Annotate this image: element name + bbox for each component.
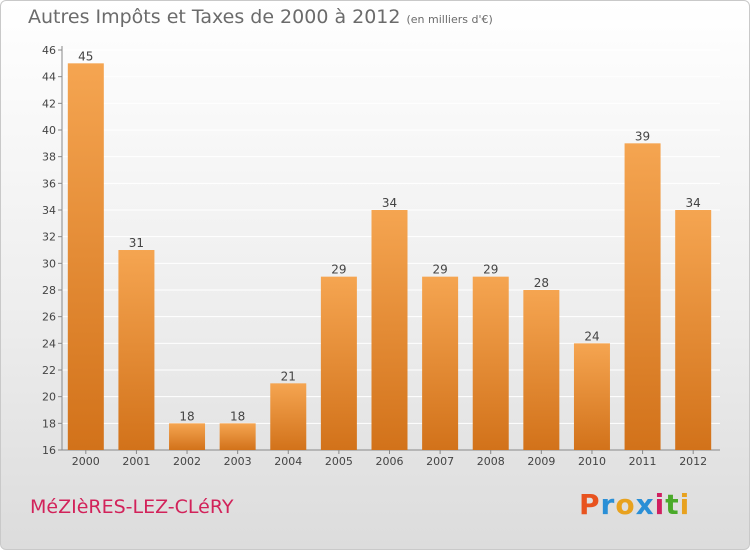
y-tick-label: 38 [42,151,56,164]
data-label: 31 [129,236,144,250]
x-tick-label: 2000 [72,455,100,468]
x-tick-label: 2009 [527,455,555,468]
data-label: 29 [483,263,498,277]
bar [624,143,661,451]
logo-letter: t [665,488,680,521]
data-label: 29 [331,263,346,277]
bar [675,210,712,450]
axes: 16 18 20 22 24 26 28 30 32 34 36 38 40 42 44 46 2000 2001… [42,44,720,468]
y-tick-label: 36 [42,177,56,190]
y-tick-label: 34 [42,204,56,217]
logo-letter: i [654,488,666,521]
chart-title: Autres Impôts et Taxes de 2000 à 2012 [28,6,401,28]
y-tick-label: 46 [42,44,56,57]
bar [422,276,459,450]
data-label: 34 [686,196,701,210]
proxiti-logo[interactable]: Proxiti [579,488,690,521]
logo-letter: r [600,488,616,521]
bar [320,276,357,450]
bar [118,250,155,450]
y-tick-label: 44 [42,71,56,84]
x-tick-label: 2003 [224,455,252,468]
bars [67,63,712,451]
data-label: 29 [432,263,447,277]
data-label: 21 [281,369,296,383]
x-tick-label: 2002 [173,455,201,468]
bar [67,63,104,450]
bar [169,423,206,450]
data-label: 24 [584,329,599,343]
town-name: MéZIèRES-LEZ-CLéRY [30,496,234,518]
bar [472,276,509,450]
y-tick-label: 30 [42,257,56,270]
data-labels: 45 31 18 18 21 29 34 29 29 28 24 39 34 [78,49,701,423]
x-tick-label: 2004 [274,455,302,468]
y-tick-label: 40 [42,124,56,137]
x-tick-label: 2010 [578,455,606,468]
chart-title-block: Autres Impôts et Taxes de 2000 à 2012 (en… [28,6,493,28]
logo-letter: P [579,488,601,521]
y-tick-label: 32 [42,231,56,244]
bar [523,290,560,450]
x-tick-label: 2011 [629,455,657,468]
x-tick-label: 2006 [376,455,404,468]
bar [573,343,610,450]
x-tick-label: 2007 [426,455,454,468]
x-tick-label: 2012 [679,455,707,468]
bar [270,383,307,450]
y-tick-label: 20 [42,391,56,404]
x-tick-label: 2005 [325,455,353,468]
bar [219,423,256,450]
data-label: 18 [230,409,245,423]
y-tick-label: 42 [42,97,56,110]
y-tick-label: 26 [42,311,56,324]
y-tick-label: 28 [42,284,56,297]
logo-letter: i [679,488,691,521]
bar [371,210,408,450]
chart-subtitle: (en milliers d'€) [406,13,493,26]
x-tick-label: 2008 [477,455,505,468]
y-tick-label: 22 [42,364,56,377]
data-label: 34 [382,196,397,210]
x-tick-label: 2001 [122,455,150,468]
logo-letter: x [635,488,655,521]
data-label: 45 [78,49,93,63]
data-label: 39 [635,129,650,143]
logo-letter: o [615,488,636,521]
data-label: 28 [534,276,549,290]
y-tick-label: 18 [42,417,56,430]
data-label: 18 [179,409,194,423]
y-tick-label: 24 [42,337,56,350]
y-tick-label: 16 [42,444,56,457]
